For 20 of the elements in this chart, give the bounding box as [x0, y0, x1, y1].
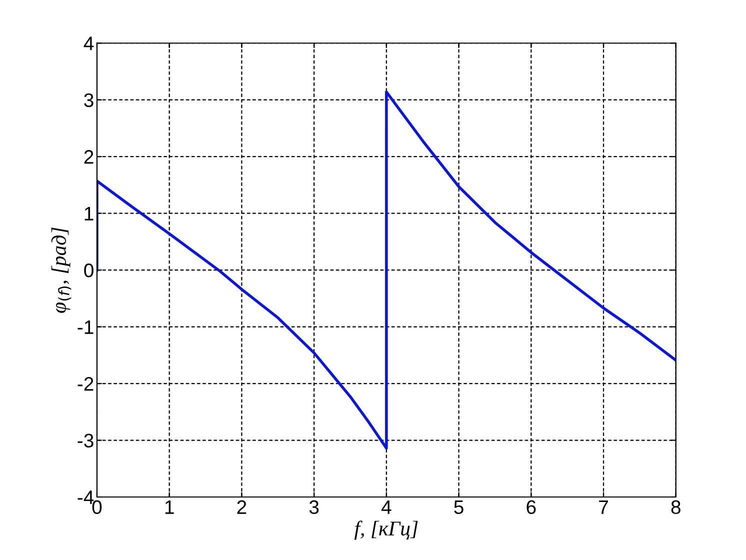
- x-axis-title: f, [кГц]: [354, 520, 418, 540]
- y-tick-label: 4: [84, 36, 94, 50]
- x-tick-label: 2: [237, 500, 246, 514]
- x-tick-label: 6: [526, 500, 536, 514]
- y-tick-label: -2: [78, 377, 94, 391]
- x-tick-label: 1: [165, 500, 174, 514]
- y-tick-label: 1: [84, 206, 94, 220]
- y-axis-title: φ$_{(f)}$, [рад]: [51, 228, 72, 313]
- y-tick-label: 2: [84, 150, 94, 164]
- y-tick-label: 3: [84, 93, 94, 108]
- y-tick-label: -1: [78, 320, 94, 334]
- y-tick-label: -3: [78, 434, 94, 448]
- x-tick-label: 3: [309, 500, 319, 514]
- line-series: [96, 90, 676, 450]
- x-tick-label: 5: [454, 500, 464, 514]
- y-tick-label: -4: [78, 490, 94, 504]
- x-tick-label: 4: [381, 500, 392, 514]
- y-tick-label: 0: [84, 264, 94, 278]
- x-tick-label: 8: [671, 500, 680, 514]
- x-tick-label: 7: [599, 500, 608, 514]
